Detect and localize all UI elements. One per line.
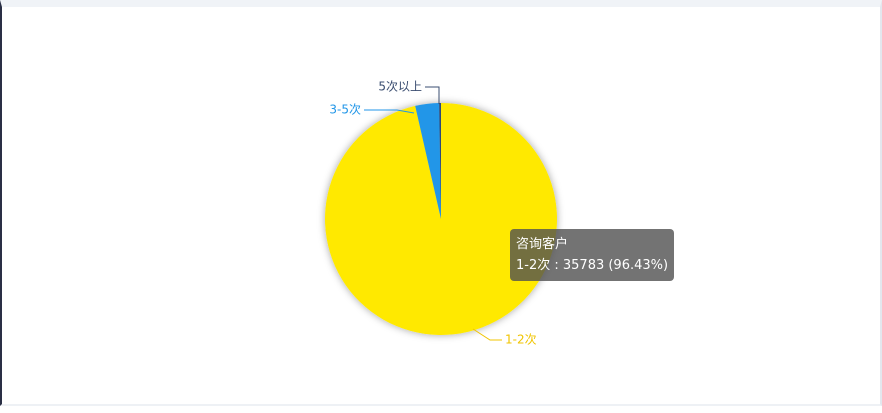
tooltip-text: 1-2次 : 35783 (96.43%) — [516, 258, 669, 273]
chart: 1-2次 3-5次 5次以上 — [325, 80, 557, 347]
label-line — [472, 328, 502, 341]
tooltip-title: 咨询客户 — [516, 237, 569, 252]
slice-label: 3-5次 — [329, 103, 361, 117]
pie — [325, 102, 557, 335]
tooltip: 咨询客户 1-2次 : 35783 (96.43%) — [510, 229, 675, 281]
slice-label: 5次以上 — [378, 80, 422, 94]
slice — [439, 103, 441, 219]
slice — [415, 103, 441, 219]
label-line — [364, 109, 415, 114]
label-line — [425, 86, 440, 104]
slice-label: 1-2次 — [505, 333, 537, 347]
